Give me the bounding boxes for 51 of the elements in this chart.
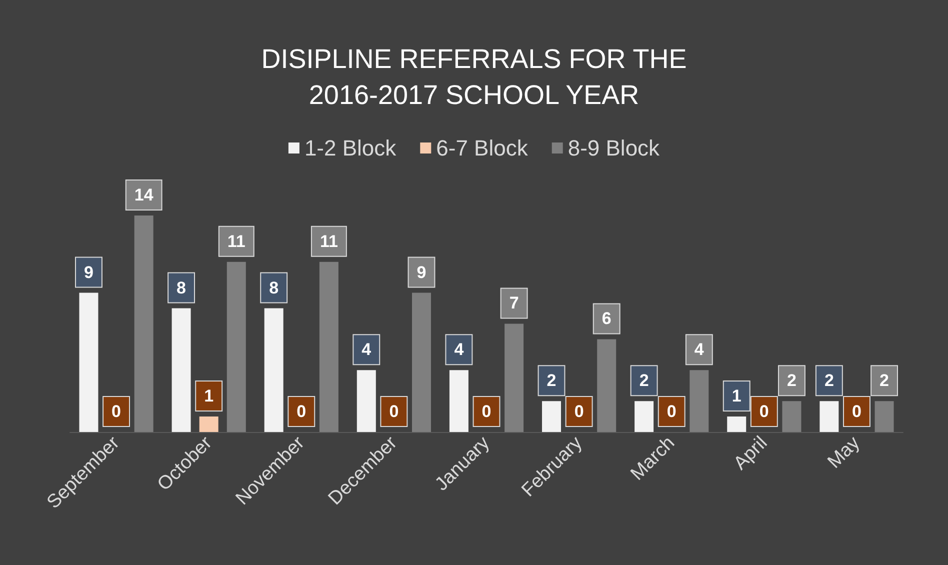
bar [79, 292, 98, 432]
bar [412, 292, 431, 432]
data-label: 4 [454, 340, 464, 360]
bar [199, 416, 218, 432]
x-tick-label: May [824, 432, 864, 473]
data-label: 14 [134, 185, 154, 204]
bar [597, 339, 616, 432]
data-label: 8 [176, 278, 186, 298]
bar [134, 215, 154, 432]
bar [449, 370, 468, 432]
bar [319, 262, 338, 432]
data-label: 0 [296, 402, 306, 421]
data-label: 0 [852, 402, 862, 421]
data-label: 2 [786, 371, 796, 390]
data-label: 0 [389, 402, 399, 421]
data-label: 11 [320, 232, 338, 251]
bar [634, 401, 654, 432]
data-label: 4 [694, 340, 704, 360]
bar [356, 370, 376, 432]
bar [542, 401, 562, 432]
data-label: 4 [362, 340, 372, 360]
data-label: 2 [880, 371, 890, 390]
bar [226, 262, 246, 432]
data-label: 1 [732, 386, 742, 406]
data-label: 0 [759, 402, 769, 421]
data-label: 7 [509, 294, 519, 313]
bar [690, 370, 709, 432]
bar [782, 401, 802, 432]
bar [264, 308, 284, 432]
data-label: 2 [639, 371, 649, 390]
data-label: 8 [269, 278, 279, 298]
bar [504, 324, 524, 432]
bar [727, 416, 746, 432]
data-label: 9 [84, 262, 94, 282]
data-label: 11 [227, 232, 246, 251]
legend-label: 6-7 Block [436, 136, 529, 160]
chart-title: DISIPLINE REFERRALS FOR THE 2016-2017 SCHOOL YEAR [261, 44, 687, 110]
legend-label: 1-2 Block [304, 136, 398, 160]
legend-label: 8-9 Block [568, 136, 661, 160]
bar [874, 401, 894, 432]
data-label: 0 [112, 402, 122, 421]
data-label: 2 [546, 371, 556, 390]
data-label: 1 [204, 386, 214, 406]
data-label: 2 [824, 371, 834, 390]
data-label: 9 [416, 262, 426, 282]
data-label: 0 [574, 402, 584, 421]
data-label: 6 [602, 309, 612, 328]
bar [172, 308, 191, 432]
data-label: 0 [666, 402, 676, 421]
bar [820, 401, 839, 432]
data-label: 0 [482, 402, 492, 421]
